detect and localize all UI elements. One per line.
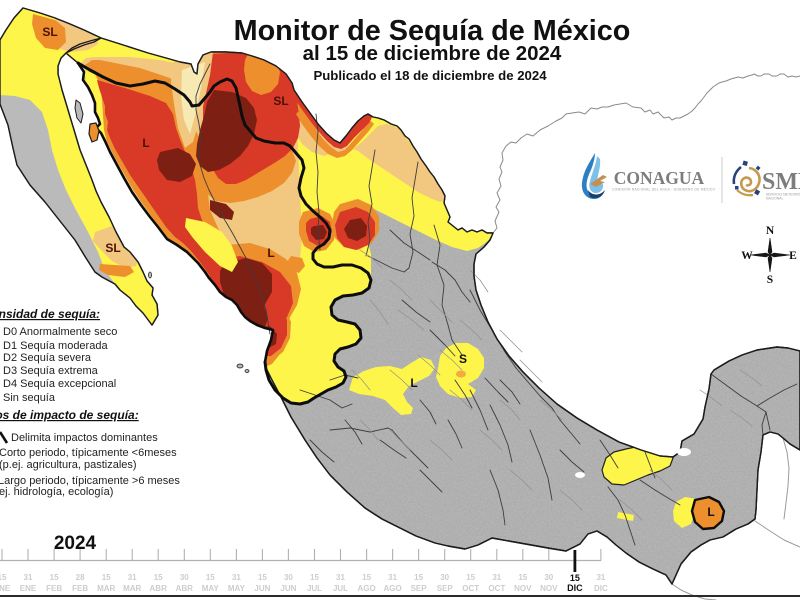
svg-text:JUN: JUN xyxy=(280,584,296,593)
svg-text:15: 15 xyxy=(258,573,267,582)
svg-text:D1 Sequía moderada: D1 Sequía moderada xyxy=(3,340,108,352)
svg-text:Monitor de Sequía de México: Monitor de Sequía de México xyxy=(234,15,631,47)
svg-text:31: 31 xyxy=(336,573,345,582)
svg-text:2024: 2024 xyxy=(54,533,97,554)
svg-text:OCT: OCT xyxy=(488,584,505,593)
svg-text:CONAGUA: CONAGUA xyxy=(614,168,705,188)
svg-text:L: L xyxy=(410,376,417,390)
svg-text:D0 Anormalmente seco: D0 Anormalmente seco xyxy=(3,326,117,338)
svg-text:SL: SL xyxy=(42,25,57,39)
svg-text:AGO: AGO xyxy=(383,584,401,593)
svg-text:AGO: AGO xyxy=(357,584,375,593)
svg-text:15: 15 xyxy=(102,573,111,582)
svg-text:30: 30 xyxy=(544,573,553,582)
svg-text:15: 15 xyxy=(362,573,371,582)
svg-text:(p.ej. agricultura, pastizales: (p.ej. agricultura, pastizales) xyxy=(0,459,137,471)
svg-text:SL: SL xyxy=(105,241,120,255)
svg-text:NACIONAL: NACIONAL xyxy=(766,197,783,201)
svg-text:L: L xyxy=(142,136,149,150)
svg-text:pos de impacto de sequía:: pos de impacto de sequía: xyxy=(0,408,139,422)
svg-text:30: 30 xyxy=(440,573,449,582)
svg-text:15: 15 xyxy=(154,573,163,582)
svg-text:15: 15 xyxy=(570,573,580,583)
svg-text:W: W xyxy=(741,250,753,262)
svg-text:Corto periodo, típicamente <6m: Corto periodo, típicamente <6meses xyxy=(0,447,177,459)
svg-text:L: L xyxy=(707,505,714,519)
svg-text:15: 15 xyxy=(0,573,7,582)
svg-text:JUN: JUN xyxy=(254,584,270,593)
svg-text:Publicado el 18 de diciembre d: Publicado el 18 de diciembre de 2024 xyxy=(313,68,547,83)
svg-text:ENE: ENE xyxy=(20,584,37,593)
svg-text:28: 28 xyxy=(76,573,85,582)
svg-text:31: 31 xyxy=(596,573,605,582)
svg-text:Largo periodo, típicamente >6: Largo periodo, típicamente >6 meses xyxy=(0,475,180,487)
svg-text:al 15 de diciembre de 2024: al 15 de diciembre de 2024 xyxy=(303,42,562,65)
svg-text:JUL: JUL xyxy=(307,584,322,593)
svg-text:SMN: SMN xyxy=(762,169,800,195)
svg-text:31: 31 xyxy=(492,573,501,582)
svg-text:S: S xyxy=(459,352,467,366)
svg-text:OCT: OCT xyxy=(462,584,479,593)
svg-text:NOV: NOV xyxy=(540,584,558,593)
svg-text:MAR: MAR xyxy=(97,584,115,593)
svg-text:MAY: MAY xyxy=(228,584,246,593)
svg-text:Delimita impactos dominantes: Delimita impactos dominantes xyxy=(11,432,158,444)
svg-text:15: 15 xyxy=(466,573,475,582)
svg-text:Sin sequía: Sin sequía xyxy=(3,392,56,404)
svg-text:JUL: JUL xyxy=(333,584,348,593)
svg-text:DIC: DIC xyxy=(594,584,608,593)
svg-text:D4 Sequía excepcional: D4 Sequía excepcional xyxy=(3,378,116,390)
svg-text:ensidad de sequía:: ensidad de sequía: xyxy=(0,307,100,321)
svg-text:15: 15 xyxy=(206,573,215,582)
svg-text:NOV: NOV xyxy=(514,584,532,593)
svg-text:D2 Sequía severa: D2 Sequía severa xyxy=(3,352,92,364)
svg-text:30: 30 xyxy=(284,573,293,582)
svg-text:SL: SL xyxy=(273,94,288,108)
svg-text:MAR: MAR xyxy=(123,584,141,593)
svg-text:ej. hidrología, ecología): ej. hidrología, ecología) xyxy=(0,486,113,498)
svg-text:ABR: ABR xyxy=(176,584,194,593)
svg-text:SEP: SEP xyxy=(411,584,428,593)
svg-text:E: E xyxy=(789,250,797,262)
svg-text:31: 31 xyxy=(128,573,137,582)
svg-text:SEP: SEP xyxy=(437,584,454,593)
svg-text:FEB: FEB xyxy=(46,584,62,593)
svg-text:31: 31 xyxy=(388,573,397,582)
svg-text:15: 15 xyxy=(310,573,319,582)
svg-text:ENE: ENE xyxy=(0,584,11,593)
svg-text:15: 15 xyxy=(414,573,423,582)
svg-text:30: 30 xyxy=(180,573,189,582)
svg-text:15: 15 xyxy=(518,573,527,582)
svg-text:ABR: ABR xyxy=(150,584,168,593)
svg-text:31: 31 xyxy=(232,573,241,582)
svg-text:DIC: DIC xyxy=(567,583,583,593)
svg-text:N: N xyxy=(766,225,775,237)
svg-text:D3 Sequía extrema: D3 Sequía extrema xyxy=(3,365,99,377)
svg-text:31: 31 xyxy=(24,573,33,582)
svg-text:15: 15 xyxy=(50,573,59,582)
svg-text:COMISIÓN NACIONAL DEL AGUA - G: COMISIÓN NACIONAL DEL AGUA - GOBIERNO DE… xyxy=(612,187,715,192)
svg-text:L: L xyxy=(267,246,274,260)
svg-text:MAY: MAY xyxy=(202,584,220,593)
svg-text:SERVICIO METEOROLÓGICO: SERVICIO METEOROLÓGICO xyxy=(766,192,800,197)
svg-text:FEB: FEB xyxy=(72,584,88,593)
svg-text:S: S xyxy=(767,274,773,286)
